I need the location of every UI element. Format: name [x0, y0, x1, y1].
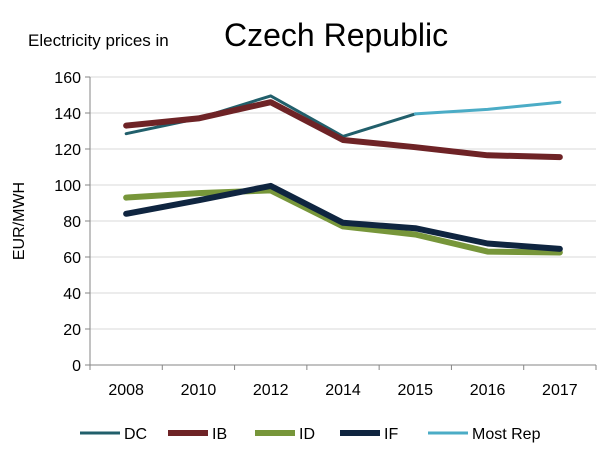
- legend-label: IB: [212, 426, 227, 443]
- legend-item: Most Rep: [428, 426, 541, 443]
- y-tick-label: 140: [54, 106, 81, 123]
- x-tick-label: 2012: [253, 382, 289, 399]
- chart-title-prefix: Electricity prices in: [28, 31, 169, 50]
- series-line-id: [123, 187, 563, 256]
- y-tick-label: 0: [72, 358, 81, 375]
- y-axis-label: EUR/MWH: [11, 182, 28, 260]
- y-tick-label: 80: [63, 214, 81, 231]
- legend-label: IF: [384, 426, 398, 443]
- legend-item: DC: [80, 426, 147, 443]
- y-tick-label: 40: [63, 286, 81, 303]
- x-tick-label: 2015: [397, 382, 433, 399]
- legend-item: ID: [255, 426, 315, 443]
- chart-title: Czech Republic: [224, 17, 448, 53]
- y-tick-label: 160: [54, 70, 81, 87]
- series-line-most-rep: [413, 100, 562, 116]
- legend-label: Most Rep: [472, 426, 541, 443]
- x-tick-label: 2016: [470, 382, 506, 399]
- y-tick-label: 60: [63, 250, 81, 267]
- x-tick-label: 2008: [108, 382, 144, 399]
- legend-item: IB: [168, 426, 227, 443]
- legend-item: IF: [340, 426, 398, 443]
- legend-label: DC: [124, 426, 147, 443]
- y-tick-label: 100: [54, 178, 81, 195]
- x-tick-label: 2010: [181, 382, 217, 399]
- y-tick-label: 120: [54, 142, 81, 159]
- x-tick-label: 2014: [325, 382, 361, 399]
- x-tick-label: 2017: [542, 382, 578, 399]
- series-line-ib: [123, 99, 563, 161]
- y-tick-label: 20: [63, 322, 81, 339]
- legend-label: ID: [299, 426, 315, 443]
- series-line-if: [123, 182, 563, 252]
